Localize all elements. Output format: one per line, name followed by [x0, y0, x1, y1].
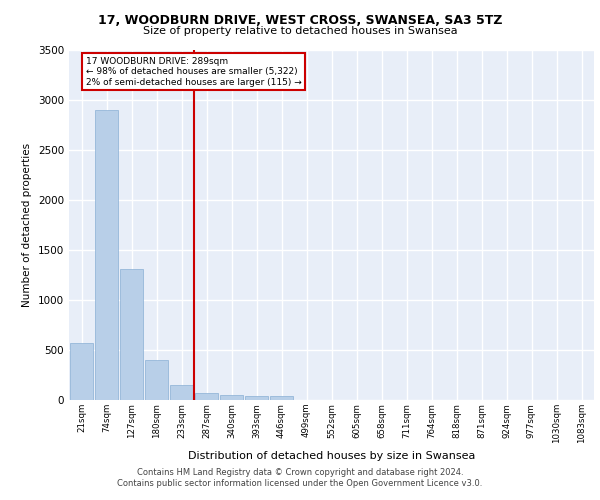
- X-axis label: Distribution of detached houses by size in Swansea: Distribution of detached houses by size …: [188, 452, 475, 462]
- Bar: [220, 394, 243, 400]
- Bar: [70, 343, 93, 400]
- Text: Size of property relative to detached houses in Swansea: Size of property relative to detached ho…: [143, 26, 457, 36]
- Text: 17 WOODBURN DRIVE: 289sqm
← 98% of detached houses are smaller (5,322)
2% of sem: 17 WOODBURN DRIVE: 289sqm ← 98% of detac…: [86, 57, 302, 87]
- Bar: [195, 392, 218, 400]
- Bar: [245, 396, 268, 400]
- Y-axis label: Number of detached properties: Number of detached properties: [22, 143, 32, 307]
- Bar: [95, 110, 118, 400]
- Text: Contains HM Land Registry data © Crown copyright and database right 2024.
Contai: Contains HM Land Registry data © Crown c…: [118, 468, 482, 487]
- Bar: [170, 385, 193, 400]
- Text: 17, WOODBURN DRIVE, WEST CROSS, SWANSEA, SA3 5TZ: 17, WOODBURN DRIVE, WEST CROSS, SWANSEA,…: [98, 14, 502, 27]
- Bar: [145, 360, 168, 400]
- Bar: [270, 396, 293, 400]
- Bar: [120, 269, 143, 400]
